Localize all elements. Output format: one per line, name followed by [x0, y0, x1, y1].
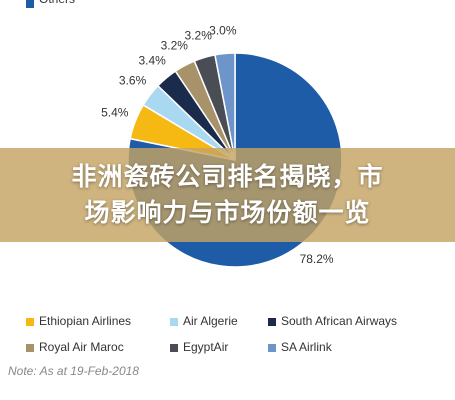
legend-swatch — [26, 318, 34, 326]
slice-label: 3.6% — [119, 74, 147, 88]
slice-label: 3.2% — [161, 38, 189, 52]
slice-label: 5.4% — [101, 105, 129, 119]
chart-title: 非洲瓷砖公司排名揭晓，市场影响力与市场份额一览 — [71, 162, 384, 227]
legend-swatch — [170, 318, 178, 326]
legend-label: South African Airways — [281, 314, 397, 328]
legend-label: Air Algerie — [183, 314, 238, 328]
legend-swatch — [170, 344, 178, 352]
title-banner: 非洲瓷砖公司排名揭晓，市场影响力与市场份额一览 — [0, 148, 455, 242]
legend-swatch — [268, 344, 276, 352]
legend-label: Royal Air Maroc — [39, 340, 124, 354]
legend-label: EgyptAir — [183, 340, 228, 354]
legend-swatch — [26, 344, 34, 352]
slice-label: 3.2% — [185, 29, 213, 43]
legend-label: SA Airlink — [281, 340, 333, 354]
slice-label: 78.2% — [300, 252, 334, 266]
legend-label: Ethiopian Airlines — [39, 314, 131, 328]
legend-label: Others — [39, 0, 75, 6]
legend-swatch — [26, 0, 34, 8]
slice-label: 3.0% — [209, 24, 237, 38]
note: Note: As at 19-Feb-2018 — [8, 364, 139, 378]
pie-slice — [214, 52, 236, 161]
slice-label: 3.4% — [138, 53, 166, 67]
legend-swatch — [268, 318, 276, 326]
